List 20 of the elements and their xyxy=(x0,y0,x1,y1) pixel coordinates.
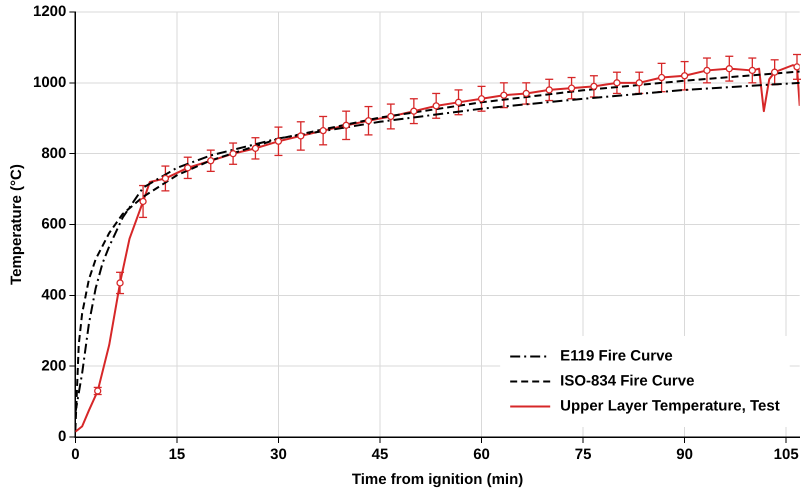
x-tick-label: 15 xyxy=(168,446,186,464)
y-tick-label: 1000 xyxy=(32,74,66,91)
x-tick-label: 45 xyxy=(372,446,388,464)
x-tick-label: 75 xyxy=(574,446,592,464)
y-tick-label: 1200 xyxy=(32,3,66,20)
x-tick-label: 30 xyxy=(270,446,287,464)
y-axis-title: Temperature (°C) xyxy=(8,164,26,285)
legend-label: ISO-834 Fire Curve xyxy=(560,372,694,390)
y-tick-label: 200 xyxy=(41,357,66,374)
legend-label: Upper Layer Temperature, Test xyxy=(560,398,780,415)
y-tick-label: 800 xyxy=(41,144,66,162)
y-tick-label: 400 xyxy=(41,286,66,304)
y-tick-label: 600 xyxy=(41,216,66,233)
x-tick-label: 60 xyxy=(473,446,490,464)
y-tick-label: 0 xyxy=(58,428,66,446)
x-tick-label: 105 xyxy=(774,446,799,464)
legend-label: E119 Fire Curve xyxy=(560,348,673,365)
x-tick-label: 90 xyxy=(676,446,693,464)
x-axis-title: Time from ignition (min) xyxy=(352,471,524,488)
x-tick-label: 0 xyxy=(71,446,80,464)
